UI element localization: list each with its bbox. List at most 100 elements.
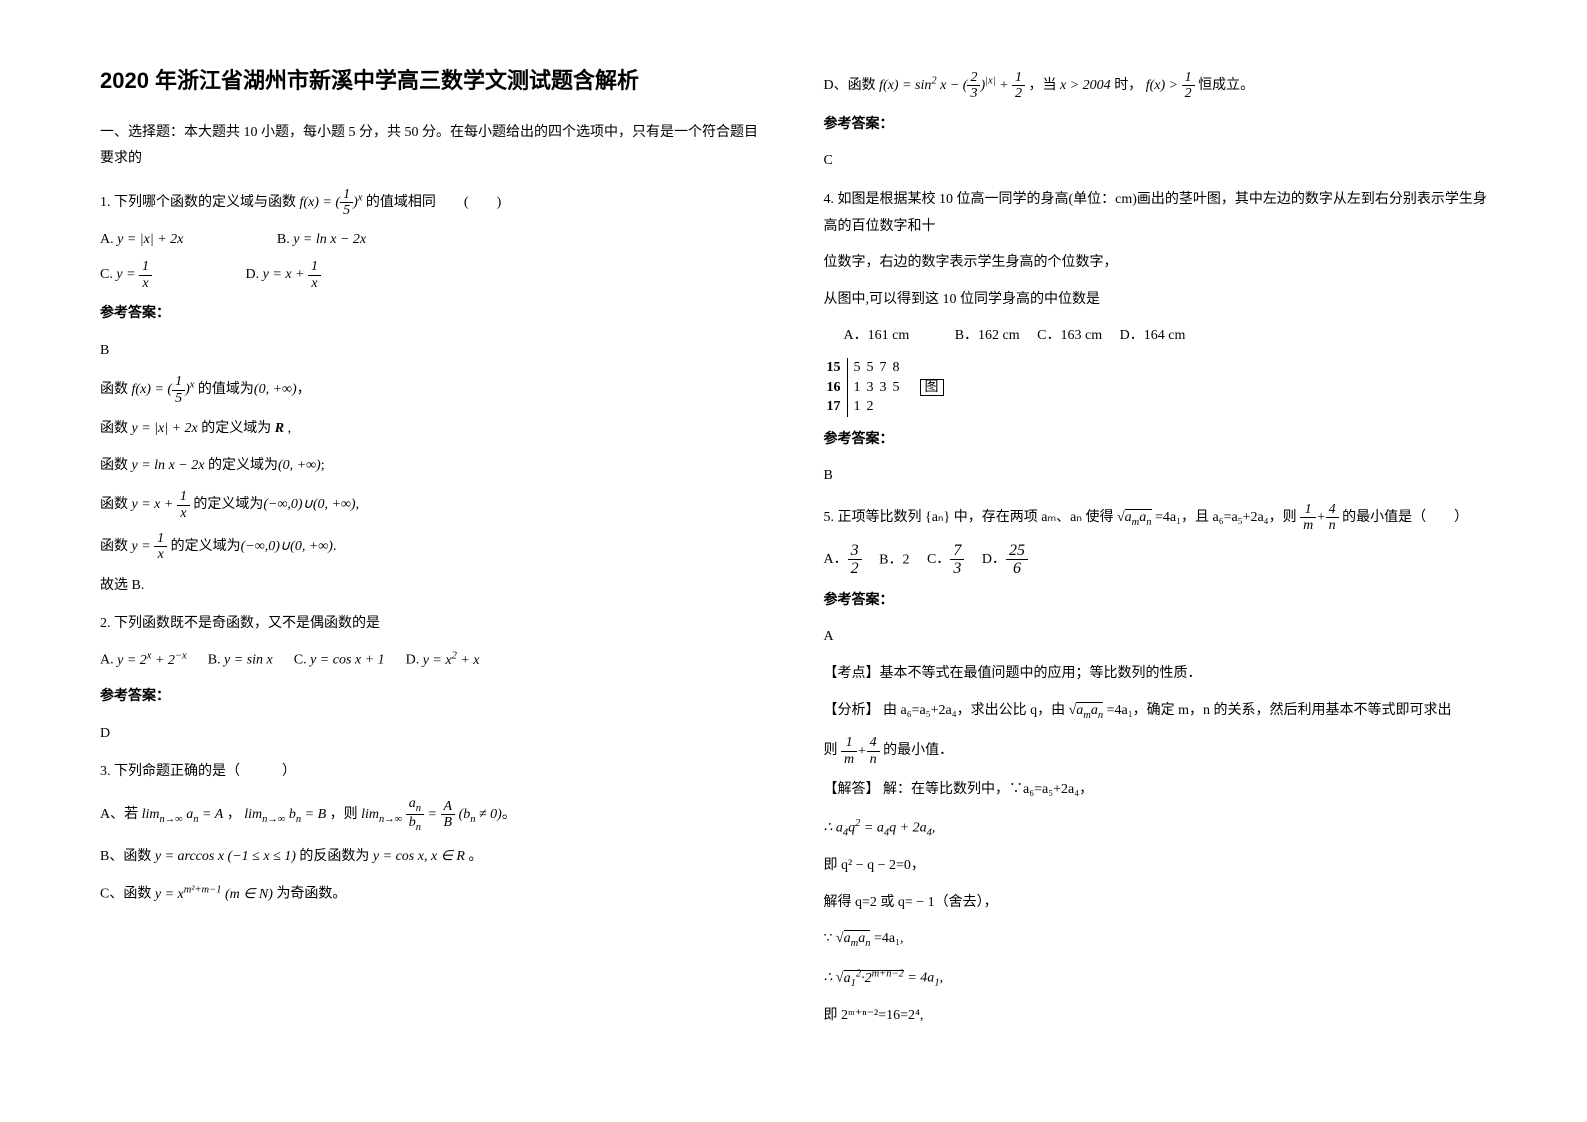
- q3-optB: B、函数 y = arccos x (−1 ≤ x ≤ 1) 的反函数为 y =…: [100, 844, 764, 871]
- stem-17: 17: [824, 397, 848, 417]
- jd5b: =4a₁,: [874, 931, 904, 946]
- q1-option-d: D. y = x + 1x: [246, 259, 321, 291]
- q1-optB-pre: B.: [277, 232, 293, 247]
- exp5b: (−∞,0)∪(0, +∞): [241, 539, 333, 554]
- fn-pre-5: 函数: [100, 539, 128, 554]
- stem-16: 16: [824, 378, 848, 398]
- kp-label: 【考点】: [824, 666, 880, 681]
- q3-optB-end: 。: [468, 849, 482, 864]
- jd2: ∴ a4q2 = a4q + 2a4,: [824, 814, 1488, 843]
- q4-optC: C．163 cm: [1037, 328, 1102, 343]
- q3-optA-mid1: ，: [227, 807, 245, 822]
- q3-optA-m1: limn→∞ an = A: [142, 807, 224, 822]
- exp3b: (0, +∞): [278, 458, 321, 473]
- q1-optD-pre: D.: [246, 267, 263, 282]
- q4-optB: B．162 cm: [955, 328, 1020, 343]
- q5-text-b: =4a₁，且 a₆=a₅+2a₄，则: [1155, 510, 1297, 525]
- q5-jiedu: 【解答】 解：在等比数列中，∵a₆=a₅+2a₄，: [824, 777, 1488, 804]
- q5-optC-pre: C．: [927, 552, 950, 567]
- leaf-17: 12: [848, 397, 880, 417]
- q3-optD-end: 恒成立。: [1198, 78, 1254, 93]
- fx-d: 的最小值．: [883, 744, 953, 759]
- q1-exp5: 函数 y = 1x 的定义域为(−∞,0)∪(0, +∞).: [100, 531, 764, 563]
- q1-options-row1: A. y = |x| + 2x B. y = ln x − 2x: [100, 227, 764, 254]
- q1-exp1: 函数 f(x) = (15)x 的值域为(0, +∞)，: [100, 374, 764, 406]
- exp4a: 的定义域为: [193, 497, 263, 512]
- exp1a: 的值域为: [198, 382, 254, 397]
- jd1: 解：在等比数列中，∵a₆=a₅+2a₄，: [883, 782, 1093, 797]
- stemleaf-row1: 155578: [824, 358, 1488, 378]
- q5-kaodian: 【考点】基本不等式在最值问题中的应用；等比数列的性质．: [824, 661, 1488, 688]
- stem-leaf-plot: 155578 161335 图 1712: [824, 358, 1488, 417]
- q5-optD-pre: D．: [982, 552, 1006, 567]
- page-title: 2020 年浙江省湖州市新溪中学高三数学文测试题含解析: [100, 60, 764, 102]
- q2-optC-pre: C.: [294, 653, 310, 668]
- fx-sqrt: √aman: [1069, 702, 1104, 718]
- q1-optC-pre: C.: [100, 267, 116, 282]
- jd-label: 【解答】: [824, 782, 880, 797]
- q3-optD-mid2: 时，: [1114, 78, 1142, 93]
- q3-optD-cond: x > 2004: [1060, 78, 1111, 93]
- q1-answer: B: [100, 338, 764, 365]
- exp5-math: y = 1x: [128, 539, 171, 554]
- jd5: ∵ √aman =4a₁,: [824, 926, 1488, 954]
- q4-answer-label: 参考答案：: [824, 427, 1488, 454]
- q3-optD-pre: D、函数: [824, 78, 880, 93]
- fn-pre-3: 函数: [100, 458, 128, 473]
- q5-sqrt1: √aman: [1117, 509, 1152, 525]
- exp1b: (0, +∞): [254, 382, 297, 397]
- q4-optA: A．161 cm: [844, 328, 910, 343]
- question-5: 5. 正项等比数列 {aₙ} 中，存在两项 aₘ、aₙ 使得 √aman =4a…: [824, 502, 1488, 534]
- q2-answer-label: 参考答案：: [100, 684, 764, 711]
- q1-optC-math: y = 1x: [116, 267, 152, 282]
- exp2-math: y = |x| + 2x: [128, 421, 201, 436]
- q5-answer-label: 参考答案：: [824, 588, 1488, 615]
- q2-optB-math: y = sin x: [224, 653, 273, 668]
- q2-answer: D: [100, 721, 764, 748]
- q5-mn: 1m+4n: [1300, 510, 1339, 525]
- q1-option-c: C. y = 1x: [100, 259, 152, 291]
- q5-optA: A．32: [824, 552, 862, 567]
- q3-answer-label: 参考答案：: [824, 112, 1488, 139]
- exp5a: 的定义域为: [171, 539, 241, 554]
- question-4c: 从图中,可以得到这 10 位同学身高的中位数是: [824, 287, 1488, 314]
- q2-optC: C. y = cos x + 1: [294, 653, 388, 668]
- q3-optC: C、函数 y = xm²+m−1 (m ∈ N) 为奇函数。: [100, 880, 764, 908]
- q5-optB: B．2: [879, 552, 909, 567]
- q3-optD-m2: f(x) > 12: [1146, 78, 1195, 93]
- q3-optC-end: 为奇函数。: [276, 887, 346, 902]
- q3-optD: D、函数 f(x) = sin2 x − (23)|x| + 12 ，当 x >…: [824, 70, 1488, 102]
- fx-b: =4a₁，确定 m，n 的关系，然后利用基本不等式即可求出: [1107, 703, 1452, 718]
- q2-optA: A. y = 2x + 2−x: [100, 653, 190, 668]
- q5-text-a: 5. 正项等比数列 {aₙ} 中，存在两项 aₘ、aₙ 使得: [824, 510, 1114, 525]
- question-2: 2. 下列函数既不是奇函数，又不是偶函数的是: [100, 611, 764, 638]
- q2-optB: B. y = sin x: [208, 653, 277, 668]
- q2-optC-math: y = cos x + 1: [310, 653, 384, 668]
- q1-option-b: B. y = ln x − 2x: [277, 227, 366, 254]
- fn-pre-4: 函数: [100, 497, 128, 512]
- stem-15: 15: [824, 358, 848, 378]
- q3-optB-pre: B、函数: [100, 849, 155, 864]
- q1-optD-math: y = x + 1x: [263, 267, 321, 282]
- question-3: 3. 下列命题正确的是（ ）: [100, 759, 764, 786]
- q5-optD: D．256: [982, 552, 1028, 567]
- q1-func: f(x) = (15)x: [300, 195, 363, 210]
- q3-optB-mid: 的反函数为: [299, 849, 373, 864]
- q1-answer-label: 参考答案：: [100, 301, 764, 328]
- jd6: ∴ √a12·2m+n−2 = 4a1,: [824, 964, 1488, 993]
- q3-optD-mid: ，当: [1029, 78, 1061, 93]
- q1-text-a: 1. 下列哪个函数的定义域与函数: [100, 195, 300, 210]
- q5-options: A．32 B．2 C．73 D．256: [824, 542, 1488, 578]
- q5-fenxi2: 则 1m+4n 的最小值．: [824, 735, 1488, 767]
- q1-exp2: 函数 y = |x| + 2x 的定义域为 R ,: [100, 416, 764, 443]
- q5-fenxi: 【分析】 由 a₆=a₅+2a₄，求出公比 q，由 √aman =4a₁，确定 …: [824, 698, 1488, 726]
- q4-answer: B: [824, 463, 1488, 490]
- tu-label: 图: [920, 379, 944, 396]
- q2-options: A. y = 2x + 2−x B. y = sin x C. y = cos …: [100, 646, 764, 674]
- fx-mn: 1m+4n: [841, 744, 880, 759]
- q5-optA-pre: A．: [824, 552, 848, 567]
- q3-optC-pre: C、函数: [100, 887, 155, 902]
- exp2b: R: [275, 421, 284, 436]
- stemleaf-row3: 1712: [824, 397, 1488, 417]
- fx-c: 则: [824, 744, 838, 759]
